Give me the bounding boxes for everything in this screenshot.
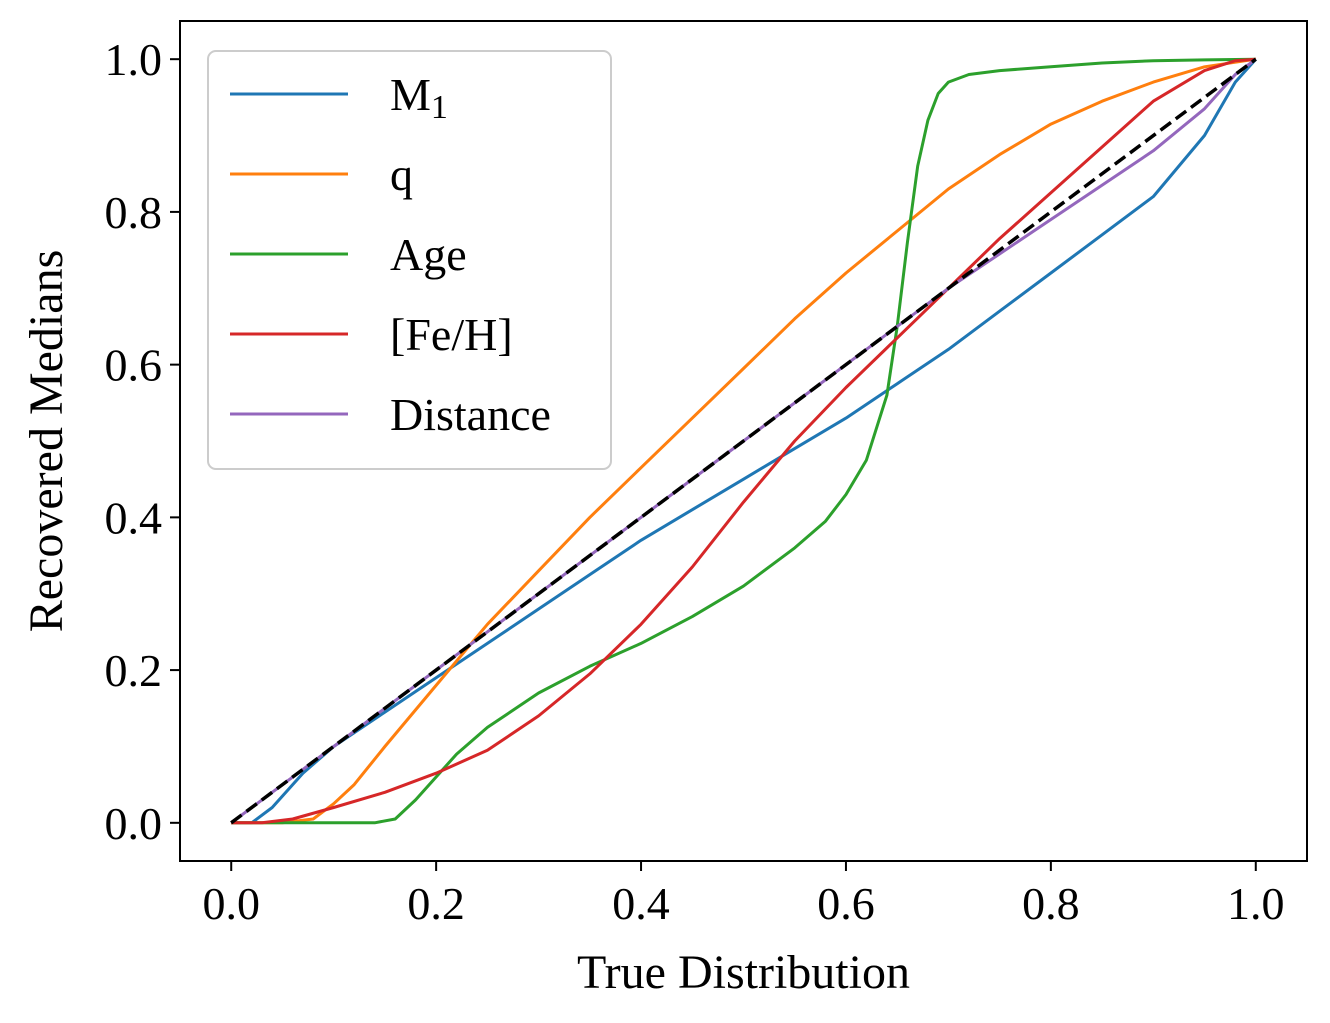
legend-label: q bbox=[390, 149, 413, 200]
legend-items: M1 q Age [Fe/H] Distance bbox=[230, 69, 551, 440]
legend-label: Age bbox=[390, 229, 467, 280]
x-tick-label: 0.0 bbox=[202, 878, 260, 929]
y-tick-label: 0.0 bbox=[105, 798, 163, 849]
x-tick-label: 1.0 bbox=[1227, 878, 1285, 929]
legend: M1 q Age [Fe/H] Distance bbox=[207, 50, 612, 470]
x-tick-label: 0.4 bbox=[612, 878, 670, 929]
y-tick-label: 0.6 bbox=[105, 340, 163, 391]
plot-frame bbox=[179, 20, 1308, 862]
y-axis-label: Recovered Medians bbox=[20, 250, 73, 633]
x-tick-label: 0.6 bbox=[817, 878, 875, 929]
y-tick-label: 0.4 bbox=[105, 492, 163, 543]
series-line-q bbox=[231, 57, 1257, 825]
legend-label: [Fe/H] bbox=[390, 309, 513, 360]
legend-frame bbox=[207, 50, 612, 470]
y-tick-label: 0.8 bbox=[105, 187, 163, 238]
x-tick-label: 0.8 bbox=[1022, 878, 1080, 929]
series-line-age bbox=[231, 57, 1256, 825]
legend-label: M1 bbox=[390, 69, 448, 126]
x-tick-label: 0.2 bbox=[407, 878, 465, 929]
ticks-layer: 0.0 0.2 0.4 0.6 0.8 1.0 0.0 0.2 0.4 0.6 0.8 1.0 bbox=[105, 34, 1285, 929]
legend-label: Distance bbox=[390, 389, 551, 440]
y-tick-label: 0.2 bbox=[105, 645, 163, 696]
x-axis-label: True Distribution bbox=[577, 946, 910, 999]
series-layer bbox=[230, 57, 1257, 825]
series-line-fe-h bbox=[231, 57, 1256, 825]
y-tick-label: 1.0 bbox=[105, 34, 163, 85]
identity-reference-line bbox=[230, 57, 1257, 825]
